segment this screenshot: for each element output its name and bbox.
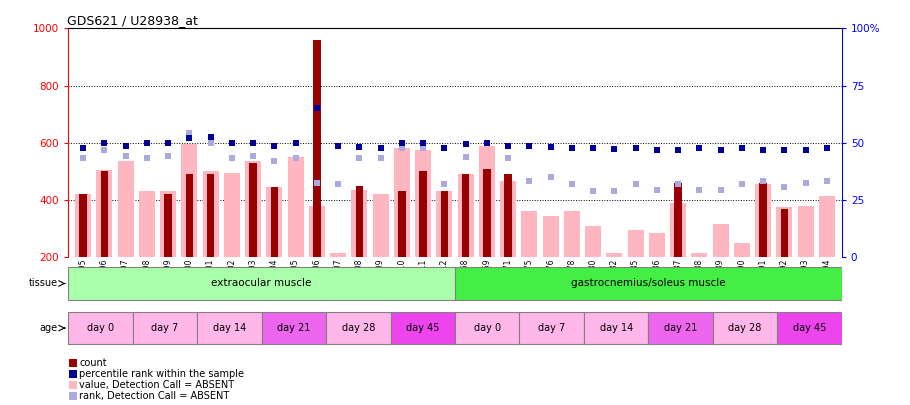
Bar	[819, 196, 834, 257]
Bar	[692, 253, 707, 257]
Bar	[394, 149, 410, 257]
Bar	[670, 203, 686, 257]
Bar	[455, 312, 520, 344]
Text: day 28: day 28	[728, 323, 762, 333]
Bar	[390, 312, 455, 344]
Bar	[160, 192, 177, 257]
Bar	[520, 312, 584, 344]
Text: GDS621 / U28938_at: GDS621 / U28938_at	[66, 14, 197, 27]
Bar	[760, 183, 767, 257]
Bar	[798, 206, 814, 257]
Bar	[330, 253, 346, 257]
Bar	[501, 181, 516, 257]
Text: day 21: day 21	[278, 323, 310, 333]
Bar	[68, 312, 133, 344]
Bar	[504, 174, 511, 257]
Bar	[733, 243, 750, 257]
Bar	[313, 40, 320, 257]
Bar	[197, 312, 262, 344]
Bar	[207, 174, 215, 257]
Bar	[542, 216, 559, 257]
Bar	[270, 187, 278, 257]
Text: day 14: day 14	[600, 323, 632, 333]
Bar	[440, 192, 448, 257]
Bar	[585, 226, 602, 257]
Text: gastrocnemius/soleus muscle: gastrocnemius/soleus muscle	[571, 279, 725, 288]
Bar	[308, 206, 325, 257]
Text: value, Detection Call = ABSENT: value, Detection Call = ABSENT	[79, 380, 234, 390]
Text: day 21: day 21	[664, 323, 697, 333]
Bar	[777, 312, 842, 344]
Text: day 28: day 28	[341, 323, 375, 333]
Bar	[781, 209, 788, 257]
Bar	[584, 312, 648, 344]
Bar	[455, 267, 842, 300]
Bar	[483, 168, 490, 257]
Bar	[564, 211, 580, 257]
Bar	[628, 230, 643, 257]
Bar	[117, 161, 134, 257]
Bar	[674, 183, 682, 257]
Bar	[267, 187, 282, 257]
Bar	[458, 174, 473, 257]
Bar	[76, 194, 91, 257]
Text: day 0: day 0	[474, 323, 501, 333]
Bar	[224, 173, 240, 257]
Bar	[96, 170, 112, 257]
Bar	[420, 171, 427, 257]
Bar	[326, 312, 390, 344]
Text: day 0: day 0	[87, 323, 114, 333]
Bar	[351, 190, 368, 257]
Bar	[165, 194, 172, 257]
Text: day 45: day 45	[793, 323, 826, 333]
Bar	[479, 146, 495, 257]
Text: day 7: day 7	[538, 323, 565, 333]
Bar	[245, 161, 261, 257]
Bar	[462, 174, 470, 257]
Text: percentile rank within the sample: percentile rank within the sample	[79, 369, 244, 379]
Bar	[101, 171, 108, 257]
Bar	[133, 312, 197, 344]
Text: rank, Detection Call = ABSENT: rank, Detection Call = ABSENT	[79, 392, 229, 401]
Text: day 45: day 45	[406, 323, 440, 333]
Bar	[186, 174, 193, 257]
Bar	[713, 312, 777, 344]
Text: day 14: day 14	[213, 323, 246, 333]
Bar	[139, 192, 155, 257]
Bar	[606, 253, 622, 257]
Bar	[713, 224, 729, 257]
Bar	[79, 194, 86, 257]
Text: tissue: tissue	[28, 279, 57, 288]
Bar	[521, 211, 537, 257]
Bar	[776, 207, 793, 257]
Bar	[755, 184, 771, 257]
Bar	[356, 185, 363, 257]
Bar	[373, 194, 389, 257]
Bar	[288, 157, 304, 257]
Bar	[648, 312, 713, 344]
Bar	[399, 192, 406, 257]
Bar	[437, 192, 452, 257]
Text: extraocular muscle: extraocular muscle	[211, 279, 312, 288]
Bar	[262, 312, 326, 344]
Text: age: age	[39, 323, 57, 333]
Bar	[203, 171, 218, 257]
Bar	[181, 144, 197, 257]
Bar	[249, 163, 257, 257]
Text: count: count	[79, 358, 106, 368]
Bar	[415, 150, 431, 257]
Text: day 7: day 7	[151, 323, 178, 333]
Bar	[68, 267, 455, 300]
Bar	[649, 233, 665, 257]
